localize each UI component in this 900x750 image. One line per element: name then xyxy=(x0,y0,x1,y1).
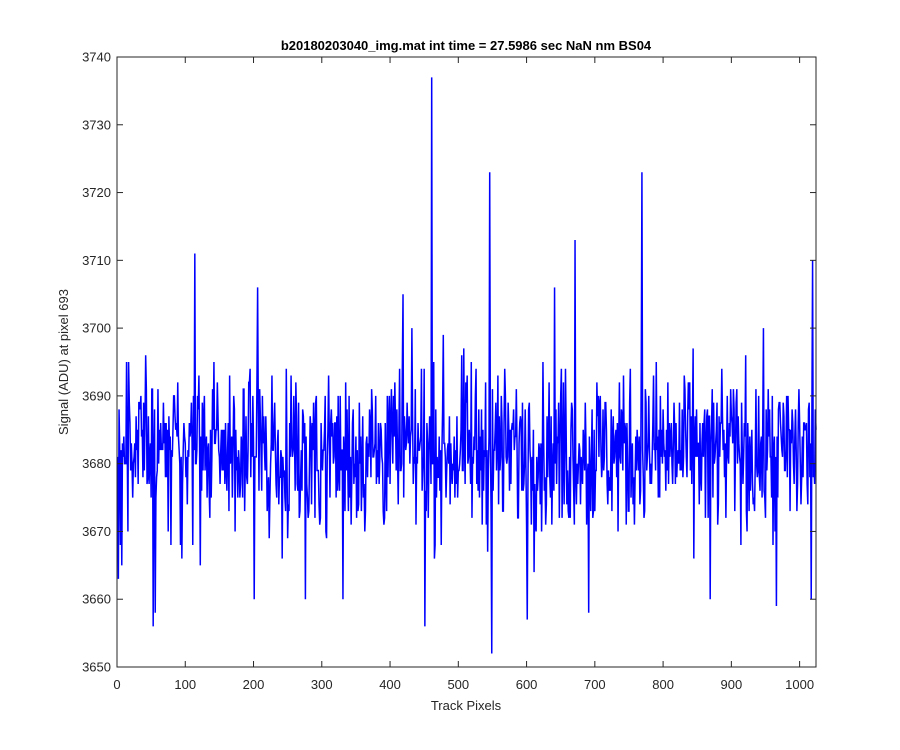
x-tick-label: 1000 xyxy=(785,677,814,692)
x-tick-label: 400 xyxy=(379,677,401,692)
y-tick-label: 3690 xyxy=(82,388,111,403)
y-tick-label: 3720 xyxy=(82,185,111,200)
y-tick-label: 3650 xyxy=(82,660,111,675)
x-tick-label: 0 xyxy=(113,677,120,692)
x-tick-label: 500 xyxy=(447,677,469,692)
y-tick-label: 3710 xyxy=(82,253,111,268)
y-tick-label: 3700 xyxy=(82,321,111,336)
y-tick-label: 3680 xyxy=(82,456,111,471)
y-axis-label: Signal (ADU) at pixel 693 xyxy=(56,289,71,435)
chart-title: b20180203040_img.mat int time = 27.5986 … xyxy=(281,38,652,53)
x-tick-label: 900 xyxy=(721,677,743,692)
series-layer xyxy=(116,77,817,654)
x-tick-label: 800 xyxy=(652,677,674,692)
y-tick-label: 3730 xyxy=(82,117,111,132)
x-tick-label: 600 xyxy=(516,677,538,692)
y-tick-label: 3670 xyxy=(82,524,111,539)
y-ticks: 3650 3660 3670 3680 3690 3700 3710 3720 3730 3740 xyxy=(82,50,816,675)
x-axis-label: Track Pixels xyxy=(431,698,502,713)
plot-background xyxy=(117,57,816,667)
y-tick-label: 3740 xyxy=(82,50,111,65)
x-tick-label: 700 xyxy=(584,677,606,692)
y-tick-label: 3660 xyxy=(82,592,111,607)
x-tick-label: 300 xyxy=(311,677,333,692)
x-ticks: 0 100 200 300 400 500 600 700 800 900 1000 xyxy=(113,57,814,692)
x-tick-label: 100 xyxy=(174,677,196,692)
series-line xyxy=(116,77,817,654)
x-tick-label: 200 xyxy=(243,677,265,692)
plot-frame xyxy=(116,56,817,668)
